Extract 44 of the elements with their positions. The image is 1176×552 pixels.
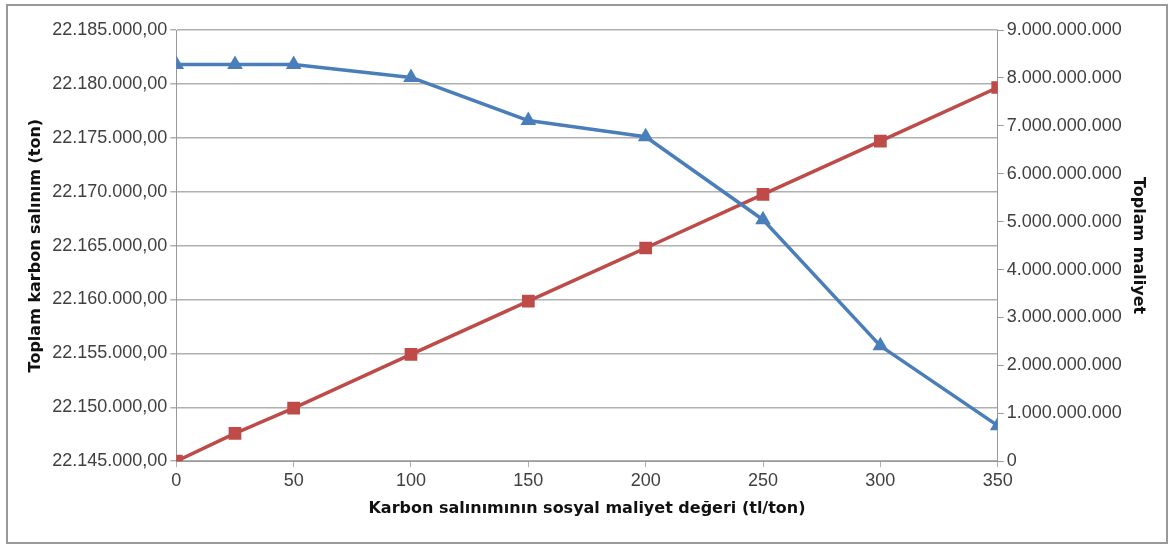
- point: [403, 68, 419, 82]
- point: [521, 294, 535, 308]
- x-tick-label: 0: [171, 469, 182, 490]
- y2-tick-label: 0: [1006, 450, 1017, 471]
- point: [520, 111, 537, 126]
- point: [755, 210, 771, 225]
- y-tick-label: 22.145.000,00: [52, 450, 168, 471]
- y-tick-label: 22.155.000,00: [52, 342, 168, 363]
- x-tick-label: 350: [982, 469, 1013, 490]
- y-tick-label: 22.185.000,00: [52, 18, 168, 39]
- point: [637, 127, 654, 142]
- x-tick-label: 150: [513, 469, 544, 490]
- y-tick-label: 22.165.000,00: [52, 234, 168, 255]
- point: [756, 187, 770, 201]
- point: [404, 347, 418, 361]
- y2-tick-label: 1.000.000.000: [1006, 402, 1122, 423]
- y2-tick-label: 6.000.000.000: [1006, 162, 1122, 183]
- point: [873, 134, 887, 148]
- point: [228, 427, 242, 440]
- x-tick-label: 50: [283, 469, 304, 490]
- y2-axis-title: Toplam maliyet: [1130, 177, 1150, 315]
- point: [287, 401, 301, 415]
- x-tick-label: 100: [395, 469, 427, 490]
- x-tick-label: 250: [747, 469, 779, 490]
- y-tick-label: 22.175.000,00: [52, 126, 168, 147]
- y2-tick-label: 3.000.000.000: [1006, 306, 1122, 327]
- x-tick-label: 200: [630, 469, 661, 490]
- y-tick-label: 22.150.000,00: [52, 396, 168, 417]
- y-axis-title: Toplam karbon salınım (ton): [24, 118, 44, 373]
- y2-tick-label: 9.000.000.000: [1006, 18, 1122, 39]
- y2-tick-label: 5.000.000.000: [1006, 210, 1122, 231]
- y2-tick-label: 4.000.000.000: [1006, 258, 1122, 279]
- x-axis-title: Karbon salınımının sosyal maliyet değeri (tl/ton): [368, 497, 806, 517]
- point: [872, 336, 889, 351]
- y-tick-label: 22.160.000,00: [52, 288, 168, 309]
- y2-tick-label: 7.000.000.000: [1006, 114, 1122, 135]
- x-tick-label: 300: [865, 469, 896, 490]
- point: [639, 241, 653, 255]
- point: [227, 55, 243, 69]
- y2-tick-label: 2.000.000.000: [1006, 354, 1122, 375]
- y-tick-label: 22.180.000,00: [52, 72, 168, 93]
- y2-tick-label: 8.000.000.000: [1006, 66, 1122, 87]
- point: [285, 55, 302, 69]
- y-tick-label: 22.170.000,00: [52, 180, 168, 201]
